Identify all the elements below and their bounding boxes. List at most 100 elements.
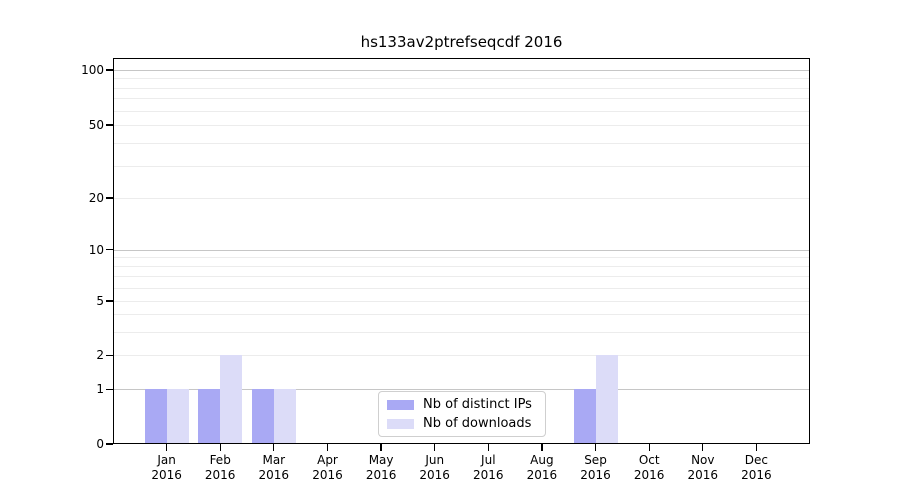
legend-swatch-distinct-ips (387, 399, 414, 410)
x-tick-aug (541, 444, 543, 451)
x-label-year: 2016 (526, 468, 558, 482)
y-tick-2 (106, 354, 113, 356)
bar-distinct-ips-jan (144, 389, 167, 444)
x-tick-label-aug: Aug 2016 (510, 453, 574, 483)
gridline-y-80 (113, 87, 810, 89)
x-tick-label-may: May 2016 (349, 453, 413, 483)
x-label-year: 2016 (151, 468, 182, 482)
x-tick-nov (702, 444, 704, 451)
gridline-y-10 (113, 249, 810, 251)
gridline-y-8 (113, 266, 810, 268)
x-label-month: Jan (157, 453, 176, 467)
gridline-y-50 (113, 125, 810, 126)
y-tick-10 (106, 248, 113, 251)
legend-label-downloads: Nb of downloads (423, 416, 532, 431)
gridline-y-2 (113, 355, 810, 357)
gridline-y-100 (113, 70, 810, 71)
x-tick-sep (594, 444, 597, 451)
x-label-month: Aug (530, 453, 554, 467)
y-tick-label-10: 10 (88, 242, 104, 257)
gridline-y-40 (113, 142, 810, 144)
x-label-month: Mar (262, 453, 286, 467)
y-tick-0 (106, 443, 113, 445)
bar-downloads-jan (166, 389, 189, 444)
gridline-y-70 (113, 98, 810, 100)
legend-swatch-downloads (387, 418, 414, 429)
gridline-y-1 (113, 389, 810, 391)
x-tick-label-jul: Jul 2016 (456, 453, 520, 483)
y-tick-label-100: 100 (81, 63, 104, 77)
x-label-year: 2016 (473, 468, 504, 482)
gridline-y-3 (113, 331, 810, 333)
legend-item-distinct-ips: Nb of distinct IPs (387, 397, 537, 412)
y-tick-20 (106, 197, 113, 199)
x-tick-oct (648, 444, 650, 451)
x-tick-jul (487, 444, 489, 451)
x-label-year: 2016 (419, 468, 450, 482)
legend-item-downloads: Nb of downloads (387, 416, 537, 431)
x-label-month: Oct (638, 453, 660, 467)
y-tick-label-2: 2 (96, 348, 104, 363)
x-label-month: Feb (209, 453, 231, 467)
x-label-month: Nov (691, 453, 715, 467)
x-label-year: 2016 (312, 468, 343, 482)
gridline-y-60 (113, 110, 810, 112)
x-tick-apr (326, 444, 329, 451)
x-label-year: 2016 (258, 468, 290, 482)
gridline-y-5 (113, 301, 810, 302)
x-tick-label-dec: Dec 2016 (724, 453, 788, 483)
x-tick-label-apr: Apr 2016 (296, 453, 360, 483)
gridline-y-6 (113, 287, 810, 289)
x-label-year: 2016 (365, 468, 397, 482)
y-tick-label-0: 0 (96, 437, 104, 451)
x-label-month: Jul (481, 453, 496, 467)
y-tick-5 (106, 300, 113, 302)
x-tick-label-jun: Jun 2016 (403, 453, 467, 483)
x-label-month: Apr (317, 453, 338, 467)
x-tick-jun (434, 444, 436, 451)
gridline-y-20 (113, 198, 810, 199)
y-tick-label-20: 20 (88, 191, 104, 205)
x-tick-label-jan: Jan 2016 (135, 453, 199, 483)
x-tick-dec (755, 444, 757, 451)
gridline-y-4 (113, 314, 810, 316)
gridline-y-90 (113, 78, 810, 80)
x-tick-feb (219, 444, 221, 451)
x-label-month: Sep (584, 453, 607, 467)
y-tick-label-50: 50 (88, 118, 104, 132)
gridline-y-9 (113, 257, 810, 259)
x-label-month: Dec (744, 453, 768, 467)
bar-distinct-ips-sep (573, 389, 596, 444)
x-label-month: Jun (425, 453, 445, 467)
x-label-year: 2016 (633, 468, 665, 482)
bar-downloads-feb (220, 355, 243, 444)
y-tick-1 (106, 388, 113, 390)
bar-distinct-ips-mar (251, 389, 274, 444)
x-tick-label-feb: Feb 2016 (188, 453, 252, 483)
x-label-month: May (368, 453, 394, 467)
y-tick-label-5: 5 (96, 294, 104, 308)
x-label-year: 2016 (741, 468, 772, 482)
bar-distinct-ips-feb (198, 389, 221, 444)
x-tick-label-oct: Oct 2016 (617, 453, 681, 483)
x-tick-jan (166, 444, 168, 451)
bar-downloads-mar (273, 389, 296, 444)
legend: Nb of distinct IPs Nb of downloads (378, 391, 546, 437)
bar-downloads-sep (595, 355, 618, 444)
x-tick-label-sep: Sep 2016 (564, 453, 628, 483)
y-tick-label-1: 1 (96, 382, 104, 397)
gridline-y-30 (113, 165, 810, 167)
y-tick-50 (106, 124, 113, 126)
x-tick-label-mar: Mar 2016 (242, 453, 306, 483)
x-label-year: 2016 (580, 468, 611, 482)
chart-title: hs133av2ptrefseqcdf 2016 (360, 33, 563, 51)
gridline-y-7 (113, 276, 810, 277)
x-label-year: 2016 (204, 468, 236, 482)
y-tick-100 (106, 69, 113, 71)
x-label-year: 2016 (687, 468, 719, 482)
x-tick-may (380, 444, 382, 451)
x-tick-label-nov: Nov 2016 (671, 453, 735, 483)
legend-label-distinct-ips: Nb of distinct IPs (423, 397, 532, 412)
plot-area-frame (113, 58, 810, 444)
